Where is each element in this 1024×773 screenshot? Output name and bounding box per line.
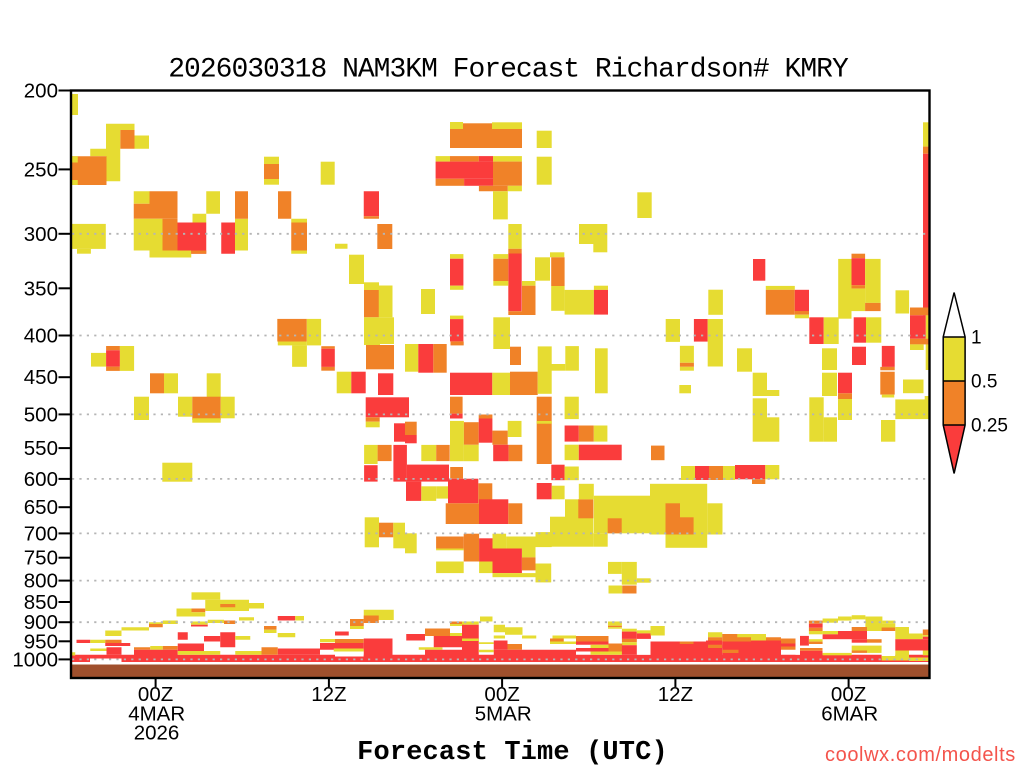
svg-text:00Z: 00Z <box>831 683 866 706</box>
svg-text:750: 750 <box>24 547 58 570</box>
svg-text:00Z: 00Z <box>138 683 173 706</box>
svg-text:coolwx.com/modelts: coolwx.com/modelts <box>825 744 1016 766</box>
svg-text:250: 250 <box>24 158 58 181</box>
svg-text:300: 300 <box>24 223 58 246</box>
svg-text:800: 800 <box>24 570 58 593</box>
svg-text:450: 450 <box>24 366 58 389</box>
svg-text:0.25: 0.25 <box>971 416 1008 437</box>
svg-text:700: 700 <box>24 522 58 545</box>
svg-text:5MAR: 5MAR <box>475 702 532 725</box>
svg-text:2026030318 NAM3KM Forecast Ric: 2026030318 NAM3KM Forecast Richardson# K… <box>168 55 849 86</box>
svg-text:1: 1 <box>971 328 982 349</box>
svg-text:600: 600 <box>24 468 58 491</box>
svg-text:12Z: 12Z <box>658 683 693 706</box>
svg-text:00Z: 00Z <box>484 683 519 706</box>
svg-text:950: 950 <box>24 630 58 653</box>
svg-text:350: 350 <box>24 277 58 300</box>
svg-text:6MAR: 6MAR <box>821 702 878 725</box>
svg-text:0.5: 0.5 <box>971 372 997 393</box>
svg-text:550: 550 <box>24 437 58 460</box>
svg-text:12Z: 12Z <box>311 683 346 706</box>
svg-text:650: 650 <box>24 496 58 519</box>
svg-text:900: 900 <box>24 611 58 634</box>
svg-text:850: 850 <box>24 591 58 614</box>
svg-text:2026: 2026 <box>134 721 180 744</box>
svg-text:Forecast Time (UTC): Forecast Time (UTC) <box>357 738 668 768</box>
svg-text:1000: 1000 <box>12 648 58 671</box>
svg-text:500: 500 <box>24 403 58 426</box>
svg-text:200: 200 <box>24 80 58 103</box>
svg-text:4MAR: 4MAR <box>128 702 185 725</box>
svg-text:400: 400 <box>24 325 58 348</box>
